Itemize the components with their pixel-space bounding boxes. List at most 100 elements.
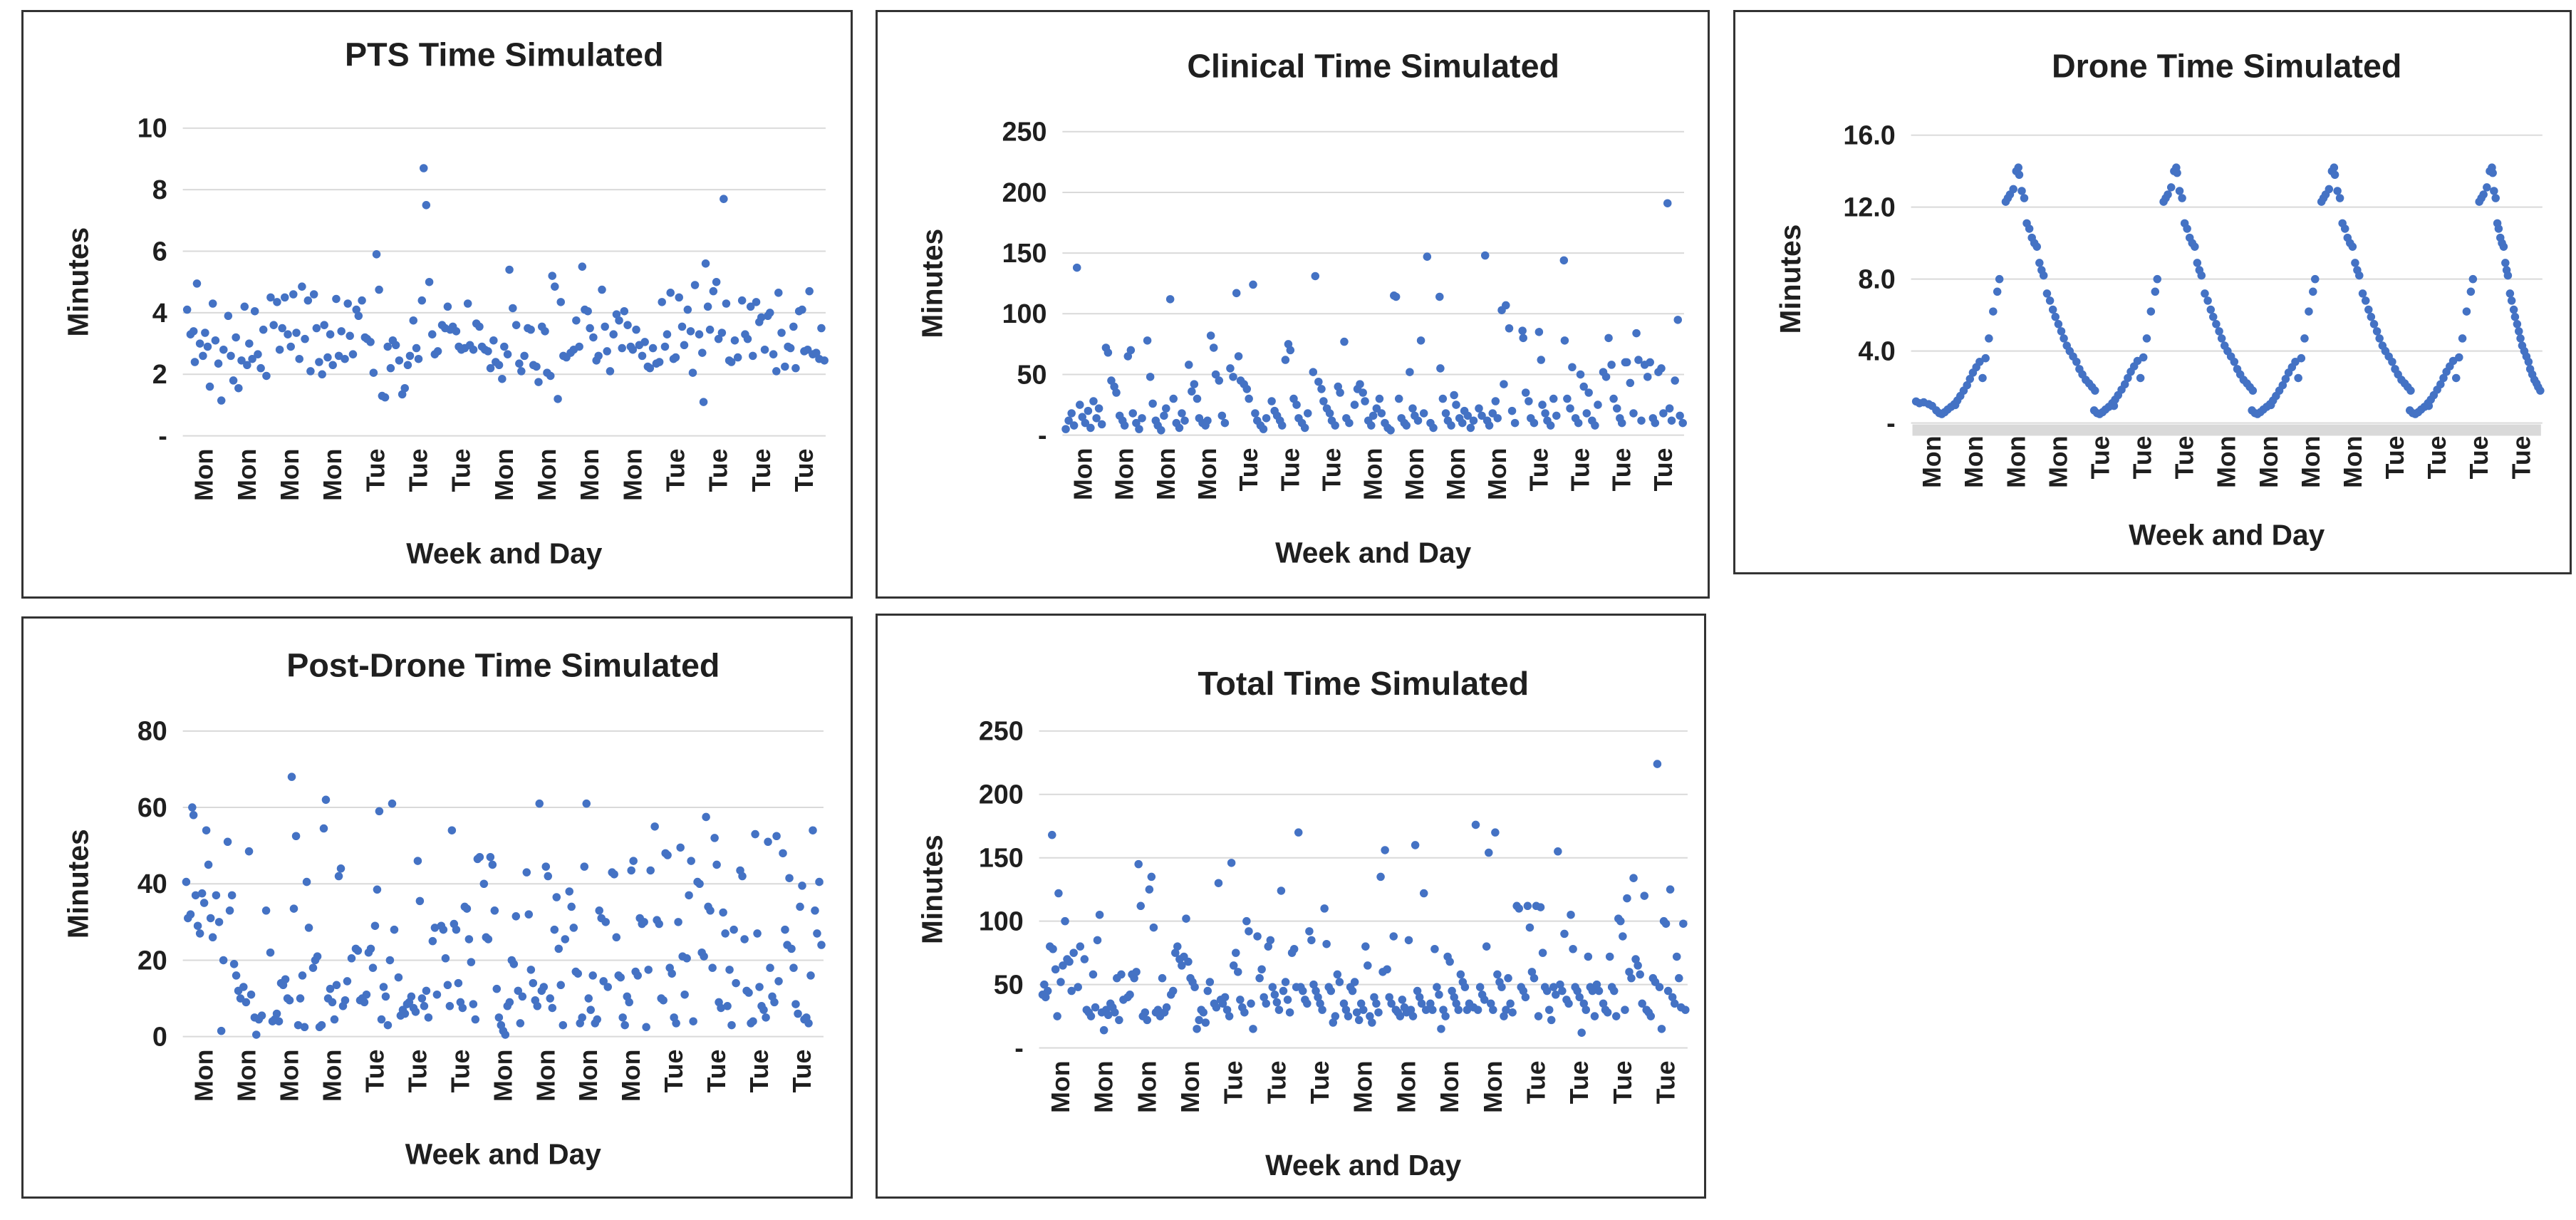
data-point bbox=[1415, 993, 1424, 1002]
data-point bbox=[2217, 334, 2226, 343]
data-point bbox=[1294, 828, 1303, 837]
data-point bbox=[809, 826, 817, 834]
data-point bbox=[2197, 271, 2206, 280]
data-point bbox=[1130, 973, 1138, 983]
data-point bbox=[561, 935, 570, 944]
data-point bbox=[1111, 1008, 1119, 1017]
data-point bbox=[281, 975, 290, 984]
data-point bbox=[2325, 185, 2334, 194]
x-tick-label: Tue bbox=[1317, 448, 1346, 492]
data-point bbox=[1325, 409, 1334, 418]
data-point bbox=[584, 994, 593, 1003]
data-point bbox=[2510, 312, 2520, 321]
data-point bbox=[1214, 879, 1223, 887]
data-point bbox=[815, 877, 824, 886]
data-point bbox=[274, 1017, 284, 1025]
x-tick-label: Mon bbox=[533, 449, 561, 501]
data-point bbox=[1592, 980, 1601, 989]
data-point bbox=[2335, 194, 2344, 202]
data-point bbox=[219, 345, 228, 354]
data-point bbox=[618, 1013, 627, 1022]
data-point bbox=[1086, 1012, 1096, 1020]
data-point bbox=[1286, 346, 1295, 355]
data-point bbox=[2494, 224, 2503, 233]
data-point bbox=[1093, 936, 1102, 945]
data-point bbox=[522, 868, 531, 877]
data-point bbox=[642, 1023, 650, 1032]
data-point bbox=[509, 304, 517, 313]
data-point bbox=[1552, 411, 1561, 420]
data-point bbox=[330, 1015, 339, 1024]
data-point bbox=[1350, 400, 1359, 409]
data-point bbox=[1312, 986, 1320, 996]
data-point bbox=[443, 302, 452, 311]
data-point bbox=[362, 990, 371, 999]
data-point bbox=[1447, 421, 1455, 430]
data-point bbox=[1538, 948, 1547, 957]
data-point bbox=[439, 925, 448, 934]
data-point bbox=[817, 324, 826, 333]
data-point bbox=[628, 345, 638, 354]
data-point bbox=[1345, 418, 1354, 428]
data-point bbox=[380, 393, 390, 402]
data-point bbox=[1190, 380, 1199, 388]
data-point bbox=[1367, 421, 1376, 430]
data-point bbox=[1439, 1006, 1448, 1014]
data-point bbox=[1530, 418, 1539, 428]
x-tick-label: Tue bbox=[661, 449, 690, 492]
data-point bbox=[1092, 414, 1101, 423]
data-point bbox=[2042, 289, 2052, 298]
data-point bbox=[1143, 336, 1152, 345]
data-point bbox=[2009, 185, 2017, 194]
x-tick-label: Tue bbox=[1235, 448, 1263, 492]
data-point bbox=[2468, 274, 2478, 284]
x-tick-label: Tue bbox=[2507, 435, 2535, 479]
data-point bbox=[1607, 361, 1616, 369]
data-point bbox=[471, 1015, 480, 1024]
data-point bbox=[1646, 358, 1654, 367]
x-tick-label: Tue bbox=[747, 449, 776, 492]
data-point bbox=[302, 877, 311, 886]
x-tick-label: Tue bbox=[1652, 1060, 1681, 1104]
data-point bbox=[609, 330, 618, 338]
y-tick-label: 40 bbox=[137, 869, 167, 899]
data-point bbox=[1566, 404, 1574, 413]
x-tick-label: Tue bbox=[403, 1050, 432, 1093]
data-point bbox=[650, 822, 659, 831]
y-tick-label: 100 bbox=[979, 906, 1024, 936]
data-point bbox=[386, 363, 395, 373]
data-point bbox=[1381, 846, 1389, 854]
data-point bbox=[2120, 380, 2129, 389]
data-point bbox=[1416, 336, 1425, 345]
data-point bbox=[433, 347, 442, 356]
data-point bbox=[291, 832, 301, 840]
data-point bbox=[1374, 1008, 1383, 1017]
data-point bbox=[1303, 409, 1312, 418]
x-tick-label: Tue bbox=[361, 449, 390, 492]
x-tick-label: Tue bbox=[1565, 1060, 1594, 1104]
data-point bbox=[1601, 373, 1611, 381]
data-point bbox=[494, 1013, 504, 1022]
data-point bbox=[552, 893, 561, 901]
data-point bbox=[1303, 999, 1312, 1008]
data-point bbox=[1672, 952, 1681, 961]
x-tick-label: Mon bbox=[190, 449, 219, 501]
data-point bbox=[1103, 348, 1113, 357]
data-point bbox=[479, 879, 489, 889]
data-point bbox=[625, 998, 633, 1007]
data-point bbox=[1233, 968, 1242, 976]
data-point bbox=[1634, 356, 1643, 364]
y-tick-label: 16.0 bbox=[1843, 120, 1895, 150]
data-point bbox=[541, 862, 551, 871]
data-point bbox=[1348, 986, 1357, 996]
data-point bbox=[1679, 919, 1688, 928]
data-point bbox=[2436, 380, 2445, 389]
data-point bbox=[1099, 1025, 1108, 1035]
data-point bbox=[757, 313, 766, 322]
data-point bbox=[779, 849, 787, 858]
x-tick-label: Tue bbox=[2381, 435, 2409, 479]
x-tick-label: Tue bbox=[702, 1050, 731, 1093]
data-point bbox=[676, 843, 685, 852]
data-point bbox=[486, 363, 495, 373]
y-tick-label: - bbox=[158, 421, 167, 451]
